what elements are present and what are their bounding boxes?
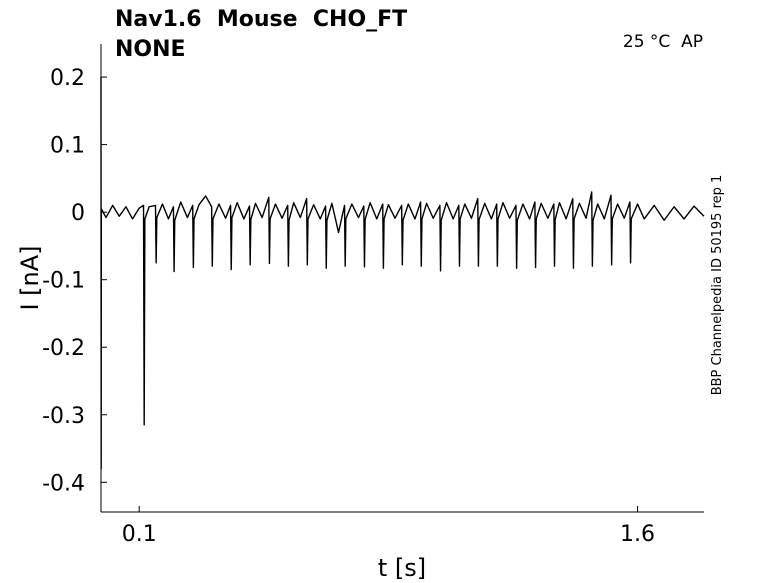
annotation: 25 °C AP (623, 32, 703, 52)
y-tick-label: -0.4 (42, 471, 85, 496)
y-tick-label: -0.3 (42, 404, 85, 429)
x-tick-label: 1.6 (620, 522, 655, 547)
x-tick-label: 0.1 (122, 522, 157, 547)
x-axis-label: t [s] (378, 554, 426, 582)
y-tick-label: 0 (71, 201, 85, 226)
y-tick-label: 0.1 (50, 134, 85, 159)
y-tick-label: -0.2 (42, 336, 85, 361)
y-tick-label: 0.2 (50, 66, 85, 91)
chart-subtitle: NONE (115, 37, 186, 62)
y-tick-label: -0.1 (42, 269, 85, 294)
chart-title: Nav1.6 Mouse CHO_FT (115, 7, 407, 32)
trace-line (100, 77, 705, 470)
y-axis-label: I [nA] (16, 245, 44, 310)
side-note: BBP Channelpedia ID 50195 rep 1 (710, 175, 725, 396)
